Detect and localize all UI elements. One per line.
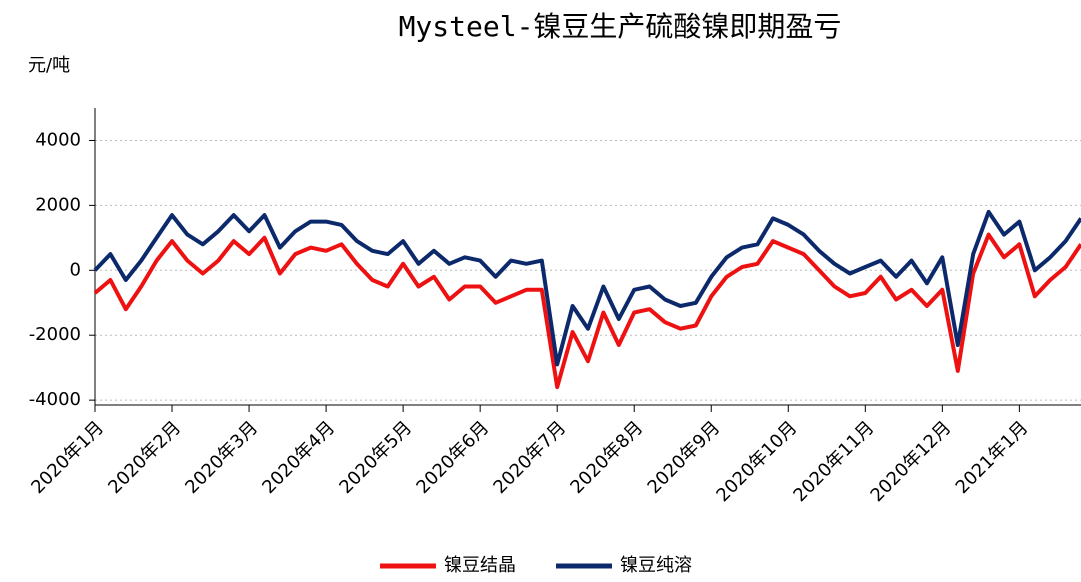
legend-label: 镍豆结晶 [444, 555, 516, 576]
x-tick-label: 2020年9月 [644, 417, 725, 498]
x-tick-label: 2020年11月 [789, 417, 878, 506]
x-tick-label: 2020年2月 [104, 417, 185, 498]
x-tick-label: 2020年8月 [566, 417, 647, 498]
x-tick-label: 2020年1月 [27, 417, 108, 498]
x-tick-label: 2020年4月 [258, 417, 339, 498]
y-tick-label: 0 [70, 259, 81, 280]
x-tick-label: 2020年12月 [867, 417, 956, 506]
y-tick-label: -2000 [29, 324, 81, 345]
x-tick-label: 2020年3月 [181, 417, 262, 498]
x-tick-label: 2020年6月 [412, 417, 493, 498]
y-tick-label: -4000 [29, 389, 81, 410]
series-line [93, 232, 1081, 390]
y-axis-label: 元/吨 [28, 55, 70, 76]
x-tick-label: 2020年10月 [712, 417, 801, 506]
series-line [93, 209, 1081, 367]
x-tick-label: 2020年5月 [335, 417, 416, 498]
chart-title: Mysteel-镍豆生产硫酸镍即期盈亏 [399, 10, 842, 43]
y-tick-label: 4000 [35, 129, 81, 150]
x-tick-label: 2020年7月 [489, 417, 570, 498]
y-tick-label: 2000 [35, 194, 81, 215]
x-tick-label: 2021年1月 [952, 417, 1033, 498]
legend-label: 镍豆纯溶 [620, 555, 692, 576]
